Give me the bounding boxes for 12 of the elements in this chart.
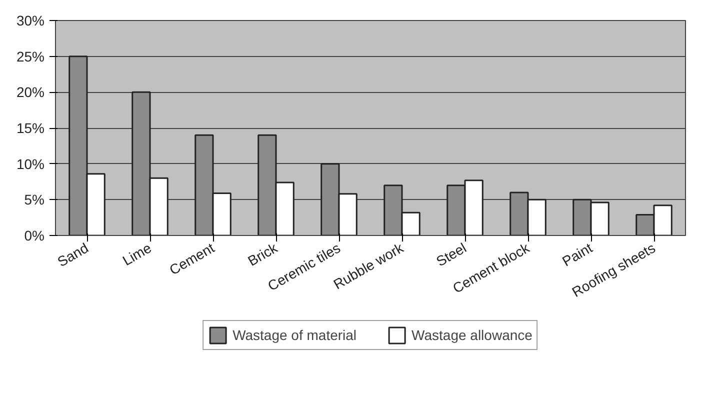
y-tick-label: 0%	[24, 228, 44, 244]
y-tick-label: 30%	[16, 12, 45, 28]
legend-label: Wastage allowance	[412, 327, 532, 343]
y-tick-label: 25%	[16, 48, 45, 64]
y-tick-label: 15%	[16, 120, 45, 136]
y-tick-label: 10%	[16, 156, 45, 172]
x-tick-label: Paint	[559, 240, 596, 270]
x-tick-label: Lime	[120, 239, 154, 269]
x-tick-label: Sand	[54, 240, 92, 270]
y-tick-label: 20%	[16, 84, 45, 100]
legend-label: Wastage of material	[232, 327, 357, 343]
y-tick-label: 5%	[24, 192, 44, 208]
